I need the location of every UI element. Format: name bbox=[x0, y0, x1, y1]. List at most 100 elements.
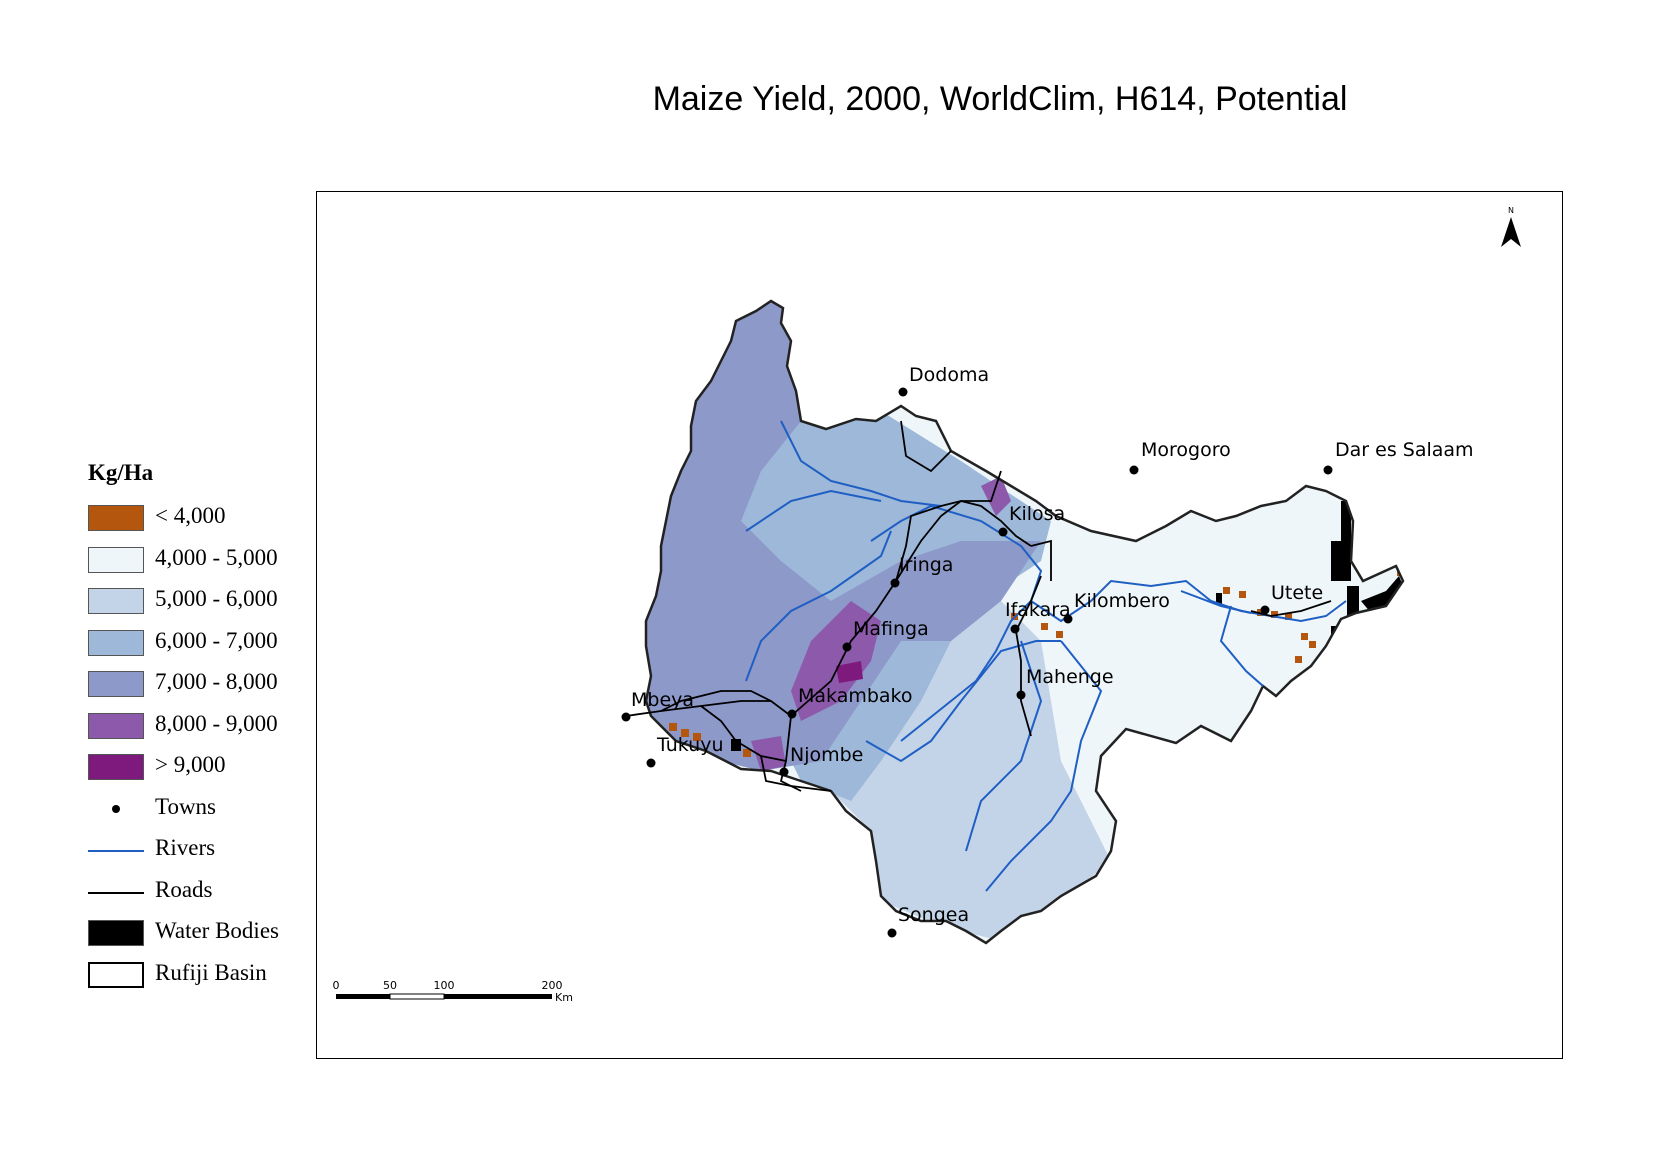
road bbox=[900, 420, 952, 473]
town-label: Dar es Salaam bbox=[1335, 439, 1474, 461]
town-label: Mbeya bbox=[631, 689, 694, 711]
towns: Dodoma Morogoro Dar es Salaam Kilosa Iri… bbox=[621, 364, 1474, 938]
roads bbox=[625, 420, 1332, 792]
road bbox=[1015, 630, 1032, 737]
town-kilombero: Kilombero bbox=[1063, 590, 1170, 624]
town-morogoro: Morogoro bbox=[1129, 439, 1231, 475]
north-arrow-icon: N bbox=[1501, 206, 1521, 247]
town-label: Ifakara bbox=[1005, 599, 1071, 621]
basin-outline bbox=[644, 299, 1405, 945]
basin-outline-swatch bbox=[88, 961, 144, 988]
road bbox=[700, 705, 787, 762]
river bbox=[780, 420, 942, 507]
town-kilosa: Kilosa bbox=[998, 503, 1065, 537]
road bbox=[1250, 600, 1332, 617]
road bbox=[895, 470, 1002, 582]
town-dot-icon bbox=[88, 796, 144, 822]
river bbox=[865, 640, 1061, 763]
town-makambako: Makambako bbox=[787, 685, 913, 719]
legend-label: 4,000 - 5,000 bbox=[155, 544, 278, 570]
legend-label: Towns bbox=[155, 793, 217, 819]
town-mbeya: Mbeya bbox=[621, 689, 694, 722]
town-mahenge: Mahenge bbox=[1016, 666, 1114, 700]
scale-unit-label: Km bbox=[555, 991, 573, 1004]
legend-item-4000-5000: 4,000 - 5,000 bbox=[88, 542, 318, 584]
scale-tick-label: 200 bbox=[542, 979, 563, 992]
road bbox=[625, 700, 792, 717]
rivers bbox=[745, 420, 1347, 892]
yield-zone-8000-9000 bbox=[751, 736, 786, 771]
legend-item-water: Water Bodies bbox=[88, 915, 318, 957]
map-frame: Dodoma Morogoro Dar es Salaam Kilosa Iri… bbox=[316, 191, 1563, 1059]
legend-swatch bbox=[88, 505, 144, 531]
town-label: Tukuyu bbox=[656, 734, 724, 756]
town-ifakara: Ifakara bbox=[1005, 599, 1071, 634]
legend-item-towns: Towns bbox=[88, 791, 318, 833]
river bbox=[745, 530, 892, 682]
road bbox=[760, 755, 832, 792]
town-label: Njombe bbox=[790, 744, 863, 766]
river bbox=[745, 489, 882, 532]
river bbox=[1219, 605, 1264, 687]
legend-item-roads: Roads bbox=[88, 874, 318, 916]
road bbox=[660, 690, 772, 712]
town-utete: Utete bbox=[1260, 582, 1323, 615]
water-swatch bbox=[88, 920, 144, 946]
legend-label: 8,000 - 9,000 bbox=[155, 710, 278, 736]
legend-item-rivers: Rivers bbox=[88, 832, 318, 874]
legend-swatch bbox=[88, 712, 144, 739]
town-dar-es-salaam: Dar es Salaam bbox=[1323, 439, 1474, 475]
river-line-icon bbox=[88, 850, 144, 852]
legend-title: Kg/Ha bbox=[88, 460, 154, 485]
yield-zone-gt-9000 bbox=[836, 661, 863, 683]
legend-swatch bbox=[88, 754, 144, 780]
legend-item-5000-6000: 5,000 - 6,000 bbox=[88, 583, 318, 625]
town-label: Makambako bbox=[798, 685, 913, 707]
map-title: Maize Yield, 2000, WorldClim, H614, Pote… bbox=[652, 80, 1348, 118]
town-label: Mahenge bbox=[1026, 666, 1114, 688]
town-label: Morogoro bbox=[1141, 439, 1231, 461]
legend-label: Rivers bbox=[155, 835, 216, 860]
town-mafinga: Mafinga bbox=[842, 618, 929, 652]
town-label: Iringa bbox=[899, 554, 953, 576]
legend-swatch bbox=[88, 629, 144, 656]
north-label: N bbox=[1508, 206, 1514, 215]
river bbox=[1180, 590, 1252, 614]
legend-label: Roads bbox=[155, 876, 213, 902]
town-label: Kilombero bbox=[1074, 590, 1170, 612]
road bbox=[1015, 575, 1042, 632]
legend-item-gt-9000: > 9,000 bbox=[88, 749, 318, 791]
town-label: Mafinga bbox=[853, 618, 929, 640]
map-canvas: Dodoma Morogoro Dar es Salaam Kilosa Iri… bbox=[333, 206, 1521, 1004]
river bbox=[870, 504, 1043, 602]
legend-label: 6,000 - 7,000 bbox=[155, 627, 278, 653]
town-dodoma: Dodoma bbox=[898, 364, 989, 397]
scale-tick-label: 0 bbox=[333, 979, 340, 992]
legend: Kg/Ha < 4,000 4,000 - 5,000 5,000 - 6,00… bbox=[88, 460, 318, 998]
scale-tick-label: 100 bbox=[434, 979, 455, 992]
legend-label: Water Bodies bbox=[155, 918, 279, 943]
legend-label: 7,000 - 8,000 bbox=[155, 669, 278, 694]
legend-label: > 9,000 bbox=[155, 752, 226, 777]
river bbox=[965, 640, 1043, 852]
legend-swatch bbox=[88, 546, 144, 573]
legend-label: 5,000 - 6,000 bbox=[155, 586, 278, 611]
town-label: Utete bbox=[1271, 582, 1323, 604]
scale-tick-label: 50 bbox=[383, 979, 397, 992]
town-label: Songea bbox=[898, 904, 969, 926]
road bbox=[1030, 539, 1052, 581]
river bbox=[985, 640, 1103, 892]
road-line-icon bbox=[88, 891, 144, 894]
legend-item-6000-7000: 6,000 - 7,000 bbox=[88, 625, 318, 667]
legend-item-7000-8000: 7,000 - 8,000 bbox=[88, 666, 318, 708]
yield-zone-7000-8000 bbox=[646, 301, 1041, 771]
legend-item-lt-4000: < 4,000 bbox=[88, 500, 318, 542]
yield-zone-8000-9000 bbox=[981, 476, 1011, 516]
town-label: Kilosa bbox=[1009, 503, 1065, 525]
legend-swatch bbox=[88, 671, 144, 697]
town-njombe: Njombe bbox=[779, 744, 863, 777]
town-tukuyu: Tukuyu bbox=[646, 734, 724, 768]
legend-item-basin: Rufiji Basin bbox=[88, 957, 318, 999]
legend-swatch bbox=[88, 588, 144, 614]
legend-item-8000-9000: 8,000 - 9,000 bbox=[88, 708, 318, 750]
